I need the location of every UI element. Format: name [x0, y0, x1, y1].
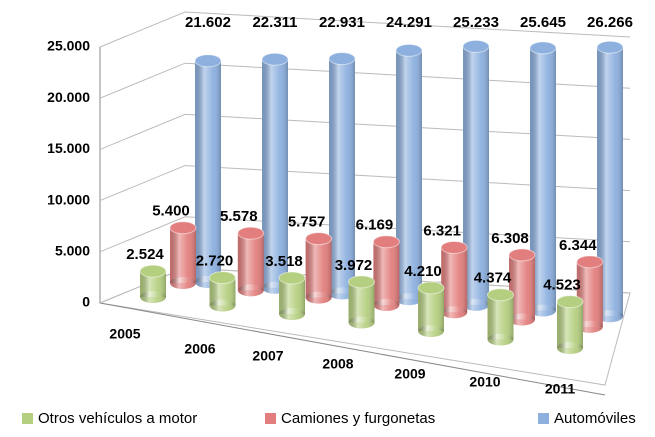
value-label: 4.210 [404, 263, 442, 280]
cylinder-top [529, 41, 557, 55]
cylinder-shade [237, 284, 264, 297]
value-label: 25.645 [520, 14, 566, 31]
legend-label: Automóviles [554, 410, 636, 427]
cylinder-top [139, 264, 167, 278]
cylinder-shade [305, 238, 332, 298]
value-label: 4.523 [543, 277, 581, 294]
legend-swatch [538, 413, 549, 424]
cylinder-shade [329, 58, 355, 294]
cylinder-shade [348, 316, 375, 329]
cylinder-top [169, 221, 197, 235]
y-tick-label: 0 [82, 294, 90, 310]
value-label: 25.233 [453, 14, 499, 31]
value-label: 3.972 [335, 257, 373, 274]
cylinder-shade [487, 333, 514, 346]
value-label: 6.344 [559, 237, 597, 254]
y-tick-label: 10.000 [47, 191, 90, 207]
cylinder-shade [262, 59, 288, 288]
x-tick-label: 2011 [545, 381, 576, 397]
x-tick-label: 2006 [184, 341, 215, 357]
y-tick-label: 5.000 [55, 243, 90, 259]
cylinder-top [237, 226, 265, 240]
cylinder-top [209, 271, 236, 285]
cylinder-top [328, 52, 356, 66]
value-label: 24.291 [386, 14, 432, 31]
cylinder-shade [305, 291, 332, 304]
value-label: 21.602 [185, 14, 231, 31]
cylinder-shade [170, 277, 196, 289]
value-label: 22.931 [319, 14, 365, 31]
cylinder-top [395, 43, 423, 57]
value-label: 6.321 [423, 222, 461, 239]
legend-label: Otros vehículos a motor [38, 410, 197, 427]
cylinder-shade [209, 299, 236, 312]
value-label: 26.266 [587, 14, 633, 31]
cylinder-top [596, 40, 624, 54]
cylinder-shade [576, 320, 603, 333]
x-tick-label: 2010 [469, 374, 500, 390]
cylinder-shade [463, 46, 489, 305]
value-label: 2.720 [196, 253, 234, 270]
cylinder-shade [509, 313, 535, 326]
cylinder-top [487, 288, 514, 302]
x-tick-label: 2008 [322, 356, 353, 372]
y-tick-label: 20.000 [47, 89, 90, 105]
cylinder-shade [557, 301, 583, 348]
cylinder-top [462, 39, 490, 53]
cylinder-shade [418, 287, 444, 331]
value-label: 5.400 [152, 203, 190, 220]
cylinder-shade [418, 325, 444, 337]
cylinder-shade [195, 60, 221, 283]
x-tick-label: 2005 [109, 326, 140, 342]
cylinder-shade [530, 304, 556, 317]
cylinder-top [556, 295, 584, 309]
cylinder-shade [557, 342, 583, 354]
cylinder-shade [396, 293, 422, 306]
grid-line [99, 11, 631, 48]
cylinder-shade [597, 310, 623, 323]
y-tick-label: 15.000 [47, 140, 90, 156]
cylinder-top [278, 271, 306, 285]
value-label: 4.374 [474, 270, 512, 287]
value-label: 2.524 [126, 246, 164, 263]
value-label: 22.311 [252, 14, 297, 31]
cylinder-shade [373, 298, 400, 311]
cylinder-shade [170, 227, 196, 283]
cylinder-top [417, 281, 445, 295]
cylinder-shade [441, 306, 468, 319]
x-tick-label: 2009 [394, 366, 425, 382]
value-label: 6.308 [491, 230, 529, 247]
cylinder-top [194, 54, 222, 68]
cylinder-top [348, 275, 375, 289]
y-tick-label: 25.000 [47, 38, 90, 54]
cylinder-shade [441, 247, 468, 313]
cylinder-shade [237, 233, 264, 291]
legend-label: Camiones y furgonetas [281, 410, 435, 427]
cylinder-top [508, 248, 536, 262]
cylinder-shade [396, 50, 422, 300]
x-tick-label: 2007 [252, 348, 283, 364]
cylinder-shade [140, 291, 166, 303]
cylinder-shade [279, 308, 305, 320]
cylinder-top [372, 235, 400, 249]
legend-swatch [22, 413, 33, 424]
cylinder-top [576, 255, 604, 269]
value-label: 5.578 [220, 208, 258, 225]
cylinder-top [261, 52, 289, 66]
value-label: 3.518 [265, 253, 303, 270]
cylinder-shade [487, 294, 514, 340]
legend-swatch [265, 413, 276, 424]
value-label: 5.757 [288, 214, 326, 231]
cylinder-top [305, 232, 333, 246]
cylinder-top [440, 240, 468, 254]
x-axis [99, 302, 606, 396]
cylinder-shade [373, 241, 400, 305]
cylinder-shade [348, 281, 375, 323]
cylinder-shade [463, 298, 489, 311]
value-label: 6.169 [356, 217, 394, 234]
